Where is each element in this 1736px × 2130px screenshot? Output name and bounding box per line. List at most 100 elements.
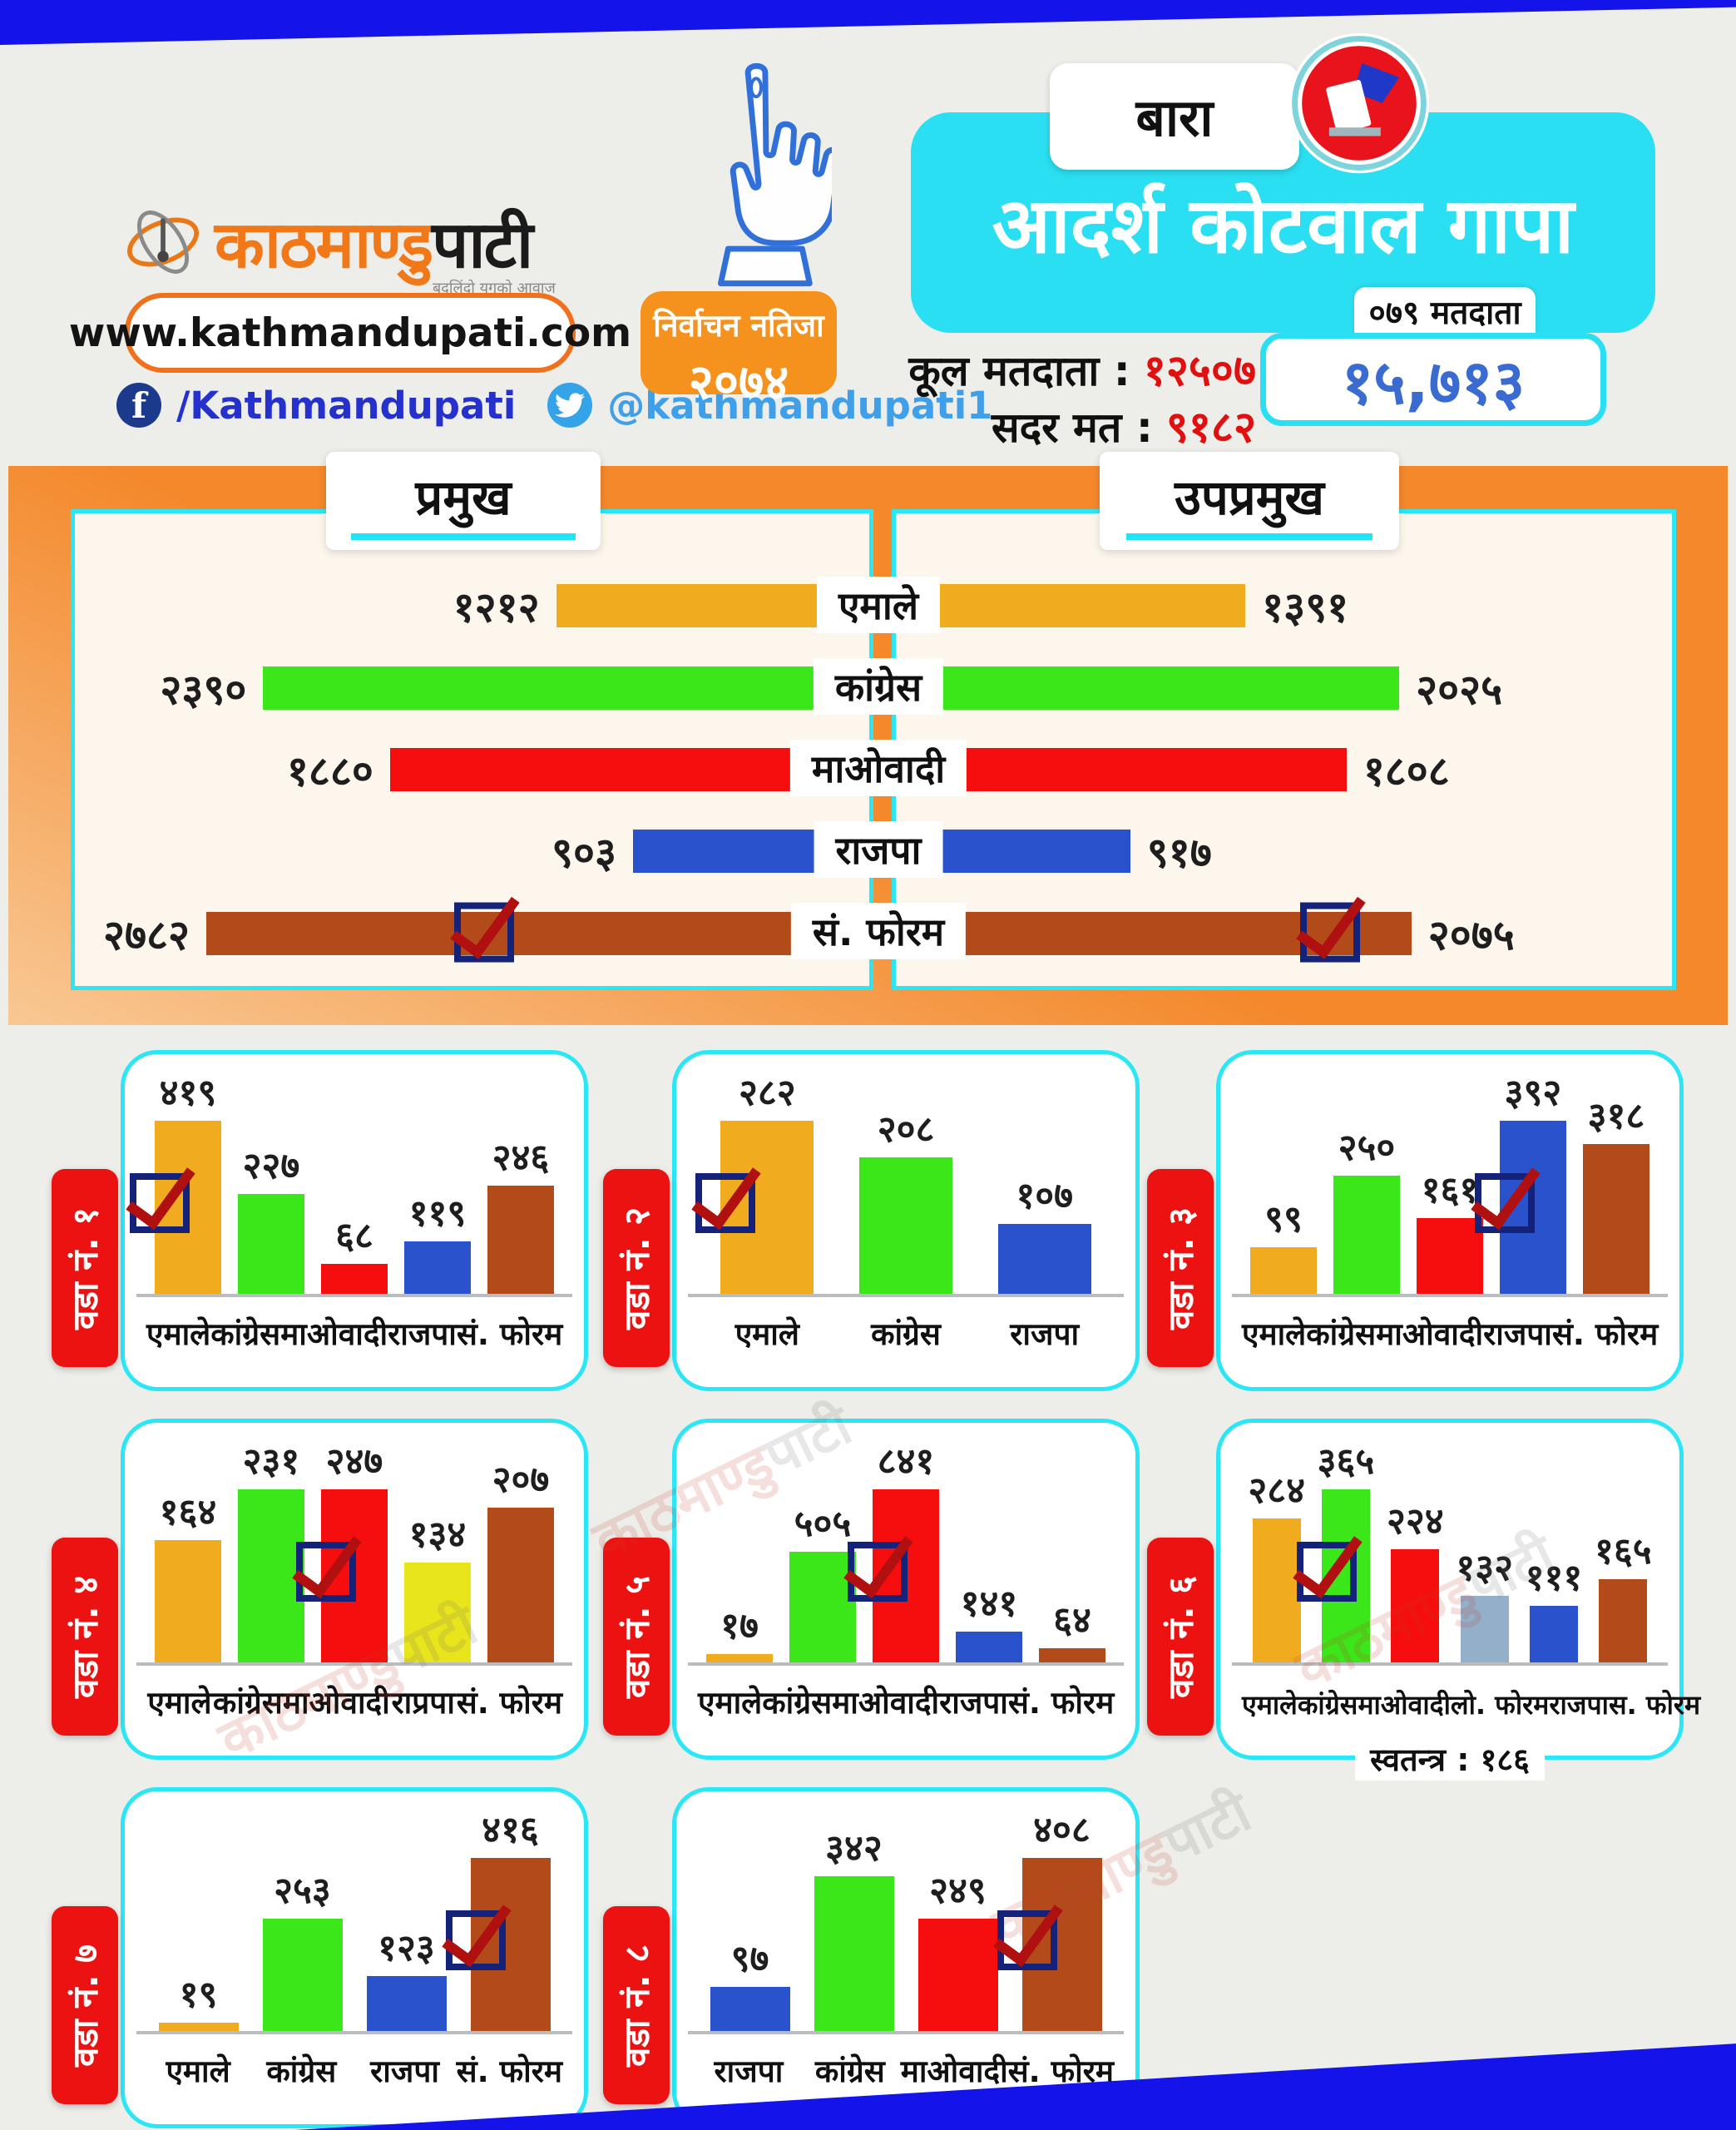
- district-name: बारा: [1050, 63, 1299, 170]
- ward-baseline: [1232, 1294, 1668, 1297]
- ward-bar-column-एमाले: १७: [698, 1434, 781, 1662]
- ward-bar-कांग्रेस: [238, 1194, 304, 1294]
- ward-bar-value: २४६: [492, 1137, 550, 1179]
- twitter-icon[interactable]: [547, 383, 593, 428]
- ward-party-name: माओवादी: [280, 1316, 388, 1352]
- upapramukh-rows: १३९१ २०२५ १८०८ ९१७ २०७५: [908, 565, 1660, 974]
- ward-party-name: एमाले: [146, 1316, 211, 1352]
- ward-bars: १९ २५३ १२३ ४१६: [146, 1803, 562, 2031]
- voters-tab: ०७९ मतदाता: [1354, 287, 1536, 335]
- bar-माओवादी: [908, 747, 1347, 791]
- ward-party-name: कांग्रेस: [871, 1316, 941, 1352]
- ward-party-name: स. फोरम: [1608, 1689, 1701, 1721]
- ward-bar-एमाले: [706, 1654, 773, 1662]
- ward-party-name: एमाले: [698, 1685, 763, 1721]
- ward-bar-column-सं. फोरम: ४१६: [441, 1803, 562, 2031]
- ward-bar-माओवादी: [917, 1919, 998, 2031]
- ward-bar-column-कांग्रेस: २३१: [230, 1434, 313, 1662]
- winner-tick: [449, 881, 520, 959]
- ward-bar-लो. फोरम: [1460, 1596, 1509, 1662]
- ward-bar-column-माओवादी: २४७: [292, 1434, 396, 1662]
- ward-party-name: राजपा: [939, 1685, 1008, 1721]
- ward-bar-column-कांग्रेस: २२७: [230, 1066, 313, 1294]
- ward-bar-column-एमाले: २८२: [691, 1066, 837, 1294]
- ballot-box-icon: [1288, 32, 1431, 178]
- party-label-माओवादी: माओवादी: [789, 740, 967, 796]
- bar-value: १२१२: [453, 583, 540, 632]
- ward-party-name: सं. फोरम: [456, 1316, 563, 1352]
- total-voters-value: १२५०७: [1143, 346, 1256, 396]
- bar-माओवादी: [389, 747, 858, 791]
- ward-bar-value: ११९: [408, 1192, 467, 1235]
- ward-number-badge: वडा नं. ७: [52, 1906, 118, 2104]
- ward-number-text: वडा नं. ५: [616, 1575, 658, 1698]
- party-label-कांग्रेस: कांग्रेस: [813, 658, 944, 715]
- ward-bar-column-माओवादी: २२४: [1381, 1434, 1450, 1662]
- chart-title-pramukh: प्रमुख: [326, 452, 601, 550]
- ward-footnote: स्वतन्त्र : १८६: [1355, 1737, 1545, 1781]
- ward-bar-value: २०७: [492, 1459, 550, 1501]
- ward-bar-column-राजपा: १२३: [354, 1803, 458, 2031]
- ward-party-name: राजपा: [1549, 1689, 1609, 1721]
- bar-row-एमाले: १२१२: [87, 582, 858, 632]
- ward-bar-राजपा: [404, 1241, 471, 1294]
- ward-number-text: वडा नं. ६: [1160, 1575, 1202, 1698]
- ward-bar-राजपा: [366, 1976, 447, 2031]
- total-voters-label: कूल मतदाता :: [908, 347, 1130, 395]
- ward-bar-एमाले: [155, 1540, 221, 1662]
- ward-party-name: सं. फोरम: [1007, 1685, 1115, 1721]
- ward-number-text: वडा नं. ४: [65, 1575, 106, 1698]
- ward-bar-value: २८२: [739, 1072, 796, 1114]
- website-link[interactable]: www.kathmandupati.com: [69, 293, 631, 373]
- ward-bar-कांग्रेस: [814, 1876, 894, 2031]
- ward-baseline: [688, 1294, 1124, 1297]
- total-voters-row: कूल मतदाता : १२५०७: [865, 339, 1256, 399]
- ward-party-name: राजपा: [388, 1316, 457, 1352]
- ward-bar-एमाले: [1250, 1247, 1317, 1294]
- ward-bar-column-सं. फोरम: ६४: [1031, 1434, 1114, 1662]
- party-label-एमाले: एमाले: [816, 577, 941, 633]
- ward-party-name: कांग्रेस: [1297, 1689, 1358, 1721]
- ward-bar-कांग्रेस: [1293, 1489, 1370, 1662]
- ward-party-name: राजपा: [370, 2053, 439, 2089]
- ward-bars: १६४ २३१ २४७ १३४ २०७: [146, 1434, 562, 1662]
- chart-title-upapramukh: उपप्रमुख: [1100, 452, 1399, 550]
- ward-baseline: [136, 1662, 572, 1666]
- badge-year: २०७४: [688, 354, 789, 410]
- winner-check-icon: [441, 1890, 512, 1970]
- ward-bar-एमाले: [126, 1121, 221, 1294]
- ward-bar-value: ४१९: [159, 1072, 217, 1114]
- ward-party-name: कांग्रेस: [1306, 1316, 1377, 1352]
- bar-row-राजपा: ९०३: [87, 828, 858, 877]
- bar-कांग्रेस: [263, 666, 858, 710]
- ward-number-badge: वडा नं. ५: [603, 1538, 670, 1736]
- bar-row-राजपा: ९१७: [908, 828, 1660, 877]
- ward-party-name: माओवादी: [282, 1685, 390, 1721]
- ward-bar-सं. फोरम: [992, 1858, 1102, 2031]
- facebook-handle[interactable]: /Kathmandupati: [176, 383, 517, 428]
- facebook-icon[interactable]: f: [116, 383, 161, 428]
- ward-bar-स. फोरम: [1599, 1579, 1648, 1662]
- bar-सं. फोरम: [908, 881, 1412, 963]
- ward-bar-value: २४९: [929, 1870, 987, 1912]
- ward-bar-value: १४१: [960, 1583, 1018, 1625]
- ward-bar-column-कांग्रेस: ३४२: [802, 1803, 906, 2031]
- ward-baseline: [1232, 1662, 1668, 1666]
- ward-bar-value: २८४: [1248, 1469, 1305, 1512]
- bar-कांग्रेस: [908, 666, 1400, 710]
- valid-votes-value: ९१८२: [1165, 403, 1256, 453]
- ward-bar-कांग्रेस: [789, 1552, 856, 1662]
- ward-bar-column-माओवादी: १६१: [1408, 1066, 1491, 1294]
- party-label-राजपा: राजपा: [814, 821, 943, 878]
- bar-row-कांग्रेस: २०२५: [908, 665, 1660, 714]
- ward-bars: ९९ २५० १६१ ३९२ ३१८: [1242, 1066, 1658, 1294]
- ward-number-text: वडा नं. १: [65, 1206, 106, 1330]
- ward-panel-2: वडा नं. २ २८२ २०८ १०७ एमाले कांग्रेस राजपा: [603, 1050, 1140, 1391]
- ward-bar-value: ८४१: [877, 1440, 935, 1483]
- ward-party-name: लो. फोरम: [1450, 1689, 1550, 1721]
- ward-number-badge: वडा नं. २: [603, 1169, 670, 1367]
- ward-bars: २८२ २०८ १०७: [691, 1066, 1114, 1294]
- ward-bar-एमाले: [158, 2023, 239, 2031]
- ward-party-name: कांग्रेस: [210, 1316, 281, 1352]
